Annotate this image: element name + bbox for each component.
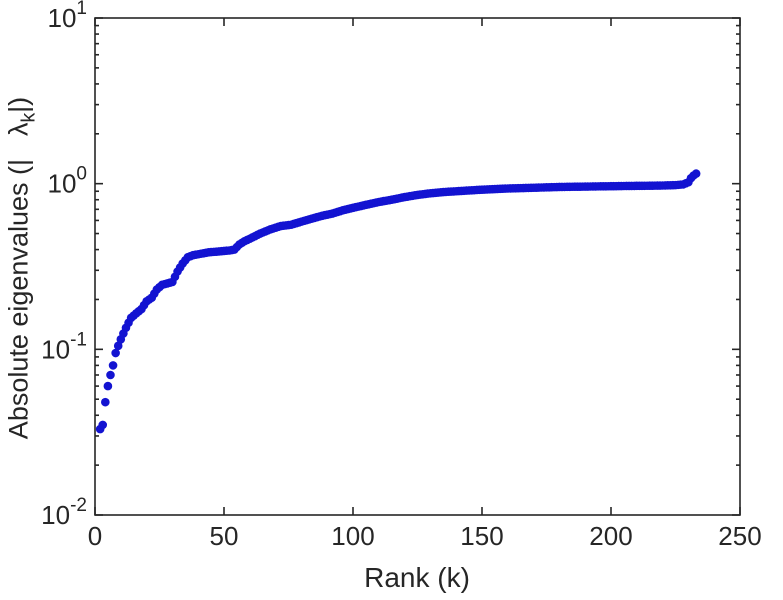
tick-marks [94, 17, 741, 516]
y-axis-label-prefix: Absolute eigenvalues (| [3, 158, 34, 440]
lambda-symbol: λ [3, 122, 34, 137]
data-point [113, 341, 123, 351]
x-tick-label: 50 [210, 521, 239, 551]
data-point [691, 169, 701, 178]
x-tick-label: 100 [331, 521, 374, 551]
data-series [95, 169, 701, 434]
plot-box [94, 17, 741, 516]
y-tick-label: 10-1 [41, 329, 87, 364]
x-tick-label: 250 [718, 521, 761, 551]
data-point [103, 381, 113, 391]
y-axis-label-suffix: |) [3, 96, 34, 113]
x-tick-label: 0 [88, 521, 102, 551]
lambda-subscript: k [17, 112, 40, 123]
y-axis-label: Absolute eigenvalues (| λk|) [4, 97, 41, 439]
data-point [108, 361, 118, 370]
x-tick-label: 200 [589, 521, 632, 551]
data-point [111, 348, 120, 358]
data-point [101, 397, 110, 407]
y-tick-label: 100 [48, 164, 88, 199]
data-point [106, 370, 115, 380]
x-tick-label: 150 [460, 521, 503, 551]
y-tick-label: 10-2 [41, 495, 87, 530]
tick-labels: 0 50 100 150 200 250 10-2 10-1 100 101 [41, 0, 762, 551]
x-axis-label: Rank (k) [364, 562, 470, 593]
y-tick-label: 101 [48, 0, 88, 33]
data-point [98, 420, 108, 430]
